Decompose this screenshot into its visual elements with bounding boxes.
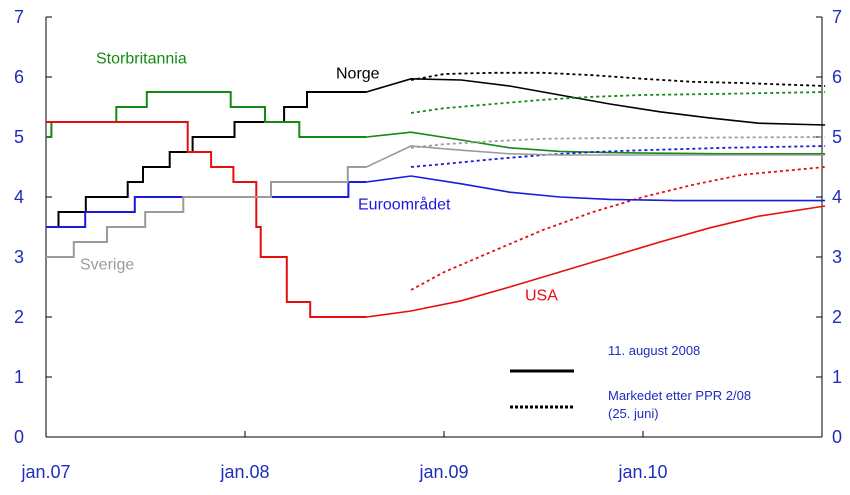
y-tick-label-left: 1 (14, 367, 24, 387)
y-tick-label-right: 7 (832, 7, 842, 27)
legend: 11. august 2008 Markedet etter PPR 2/08 … (510, 343, 751, 421)
y-tick-label-right: 4 (832, 187, 842, 207)
line-sverige-forecast (366, 145, 826, 168)
y-tick-label-right: 2 (832, 307, 842, 327)
y-tick-label-left: 6 (14, 67, 24, 87)
line-sverige-history (46, 166, 367, 258)
x-tick-label: jan.08 (219, 462, 269, 482)
y-tick-label-left: 4 (14, 187, 24, 207)
x-tick-label: jan.07 (20, 462, 70, 482)
y-tick-label-right: 1 (832, 367, 842, 387)
y-tick-label-left: 7 (14, 7, 24, 27)
line-storbritannia-forecast (366, 131, 826, 155)
y-tick-label-left: 5 (14, 127, 24, 147)
y-tick-label-right: 5 (832, 127, 842, 147)
line-usa-forecast (366, 205, 826, 318)
y-tick-label-left: 2 (14, 307, 24, 327)
legend-solid-label: 11. august 2008 (608, 343, 700, 358)
legend-dotted-label-2: (25. juni) (608, 406, 659, 421)
line-storbritannia-market (410, 91, 826, 114)
y-tick-label-right: 0 (832, 427, 842, 447)
series-label-storbritannia: Storbritannia (96, 51, 187, 68)
line-euroomradet-forecast (366, 175, 826, 202)
y-tick-label-right: 6 (832, 67, 842, 87)
series-lines (46, 71, 826, 318)
line-usa-history (46, 121, 367, 318)
series-labels: Norge Storbritannia USA Euroområdet Sverige (80, 51, 558, 305)
line-norge-history (46, 91, 367, 228)
series-label-euroomradet: Euroområdet (358, 196, 451, 214)
series-label-norge: Norge (336, 66, 380, 83)
line-euroomradet-market (410, 145, 826, 168)
line-usa-market (410, 166, 826, 291)
series-label-sverige: Sverige (80, 257, 134, 274)
y-tick-label-right: 3 (832, 247, 842, 267)
axes: 0 0 1 1 2 2 3 3 4 4 5 5 6 6 7 7 jan.07 jan.08 jan.09 jan.10 (14, 7, 842, 482)
line-sverige-market (410, 136, 826, 149)
y-tick-label-left: 0 (14, 427, 24, 447)
line-norge-market (410, 71, 826, 87)
legend-dotted-label-1: Markedet etter PPR 2/08 (608, 388, 751, 403)
line-euroomradet-history (46, 181, 367, 228)
series-label-usa: USA (525, 288, 558, 305)
line-norge-forecast (366, 77, 826, 126)
line-storbritannia-history (46, 91, 367, 138)
x-tick-label: jan.10 (617, 462, 667, 482)
x-tick-label: jan.09 (418, 462, 468, 482)
y-tick-label-left: 3 (14, 247, 24, 267)
